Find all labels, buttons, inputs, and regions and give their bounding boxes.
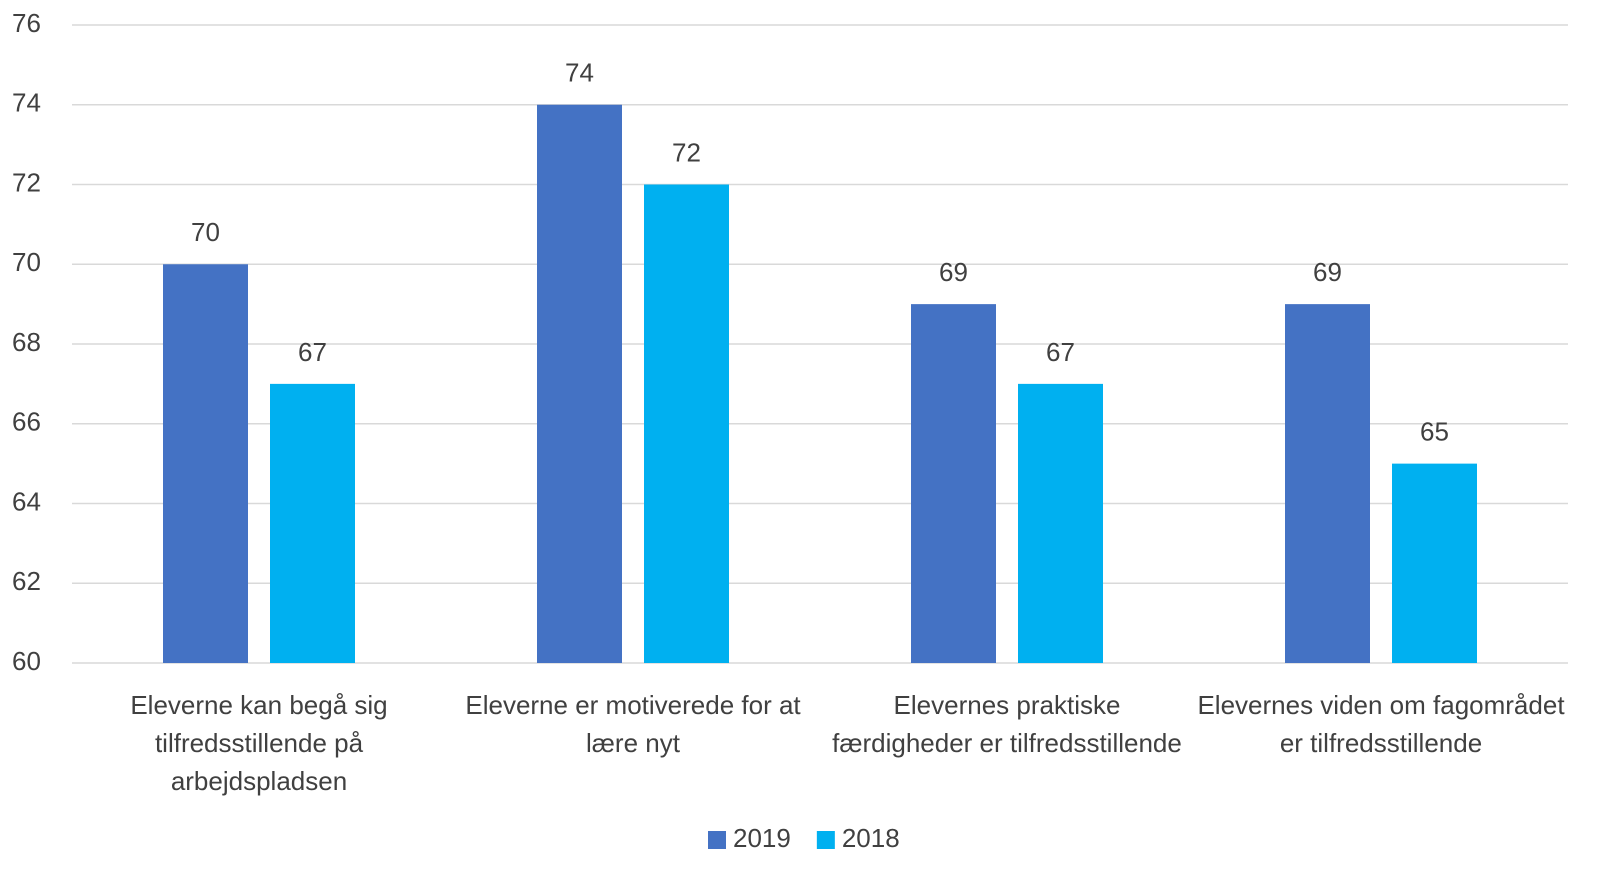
bar — [537, 104, 622, 663]
bar — [1285, 304, 1370, 663]
data-label: 69 — [1313, 257, 1342, 287]
x-tick-label: Elevernes viden om fagområdet er tilfred… — [1197, 690, 1565, 758]
data-label: 69 — [939, 257, 968, 287]
y-tick-label: 74 — [12, 88, 41, 118]
y-tick-label: 76 — [12, 8, 41, 38]
y-tick-label: 68 — [12, 327, 41, 357]
y-tick-label: 66 — [12, 407, 41, 437]
data-label: 67 — [1046, 337, 1075, 367]
legend-swatch — [816, 831, 835, 849]
legend-swatch — [708, 831, 726, 849]
bar — [911, 304, 996, 663]
bar — [1018, 383, 1103, 663]
bar — [270, 383, 355, 663]
y-tick-label: 64 — [12, 486, 41, 516]
bar — [644, 184, 729, 663]
y-tick-label: 60 — [12, 646, 41, 676]
legend-label: 2019 — [733, 823, 791, 853]
y-tick-label: 62 — [12, 566, 41, 596]
data-label: 65 — [1420, 417, 1449, 447]
bar — [1392, 463, 1477, 663]
data-label: 70 — [191, 217, 220, 247]
data-label: 67 — [298, 337, 327, 367]
bar — [163, 264, 248, 663]
x-tick-label: Eleverne er motiverede for at lære nyt — [465, 690, 801, 758]
y-tick-label: 72 — [12, 167, 41, 197]
legend-label: 2018 — [842, 823, 900, 853]
data-label: 74 — [565, 58, 594, 88]
x-tick-label: Elevernes praktiske færdigheder er tilfr… — [832, 690, 1182, 758]
data-label: 72 — [672, 137, 701, 167]
y-tick-label: 70 — [12, 247, 41, 277]
x-tick-label: Eleverne kan begå sig tilfredsstillende … — [130, 690, 388, 796]
